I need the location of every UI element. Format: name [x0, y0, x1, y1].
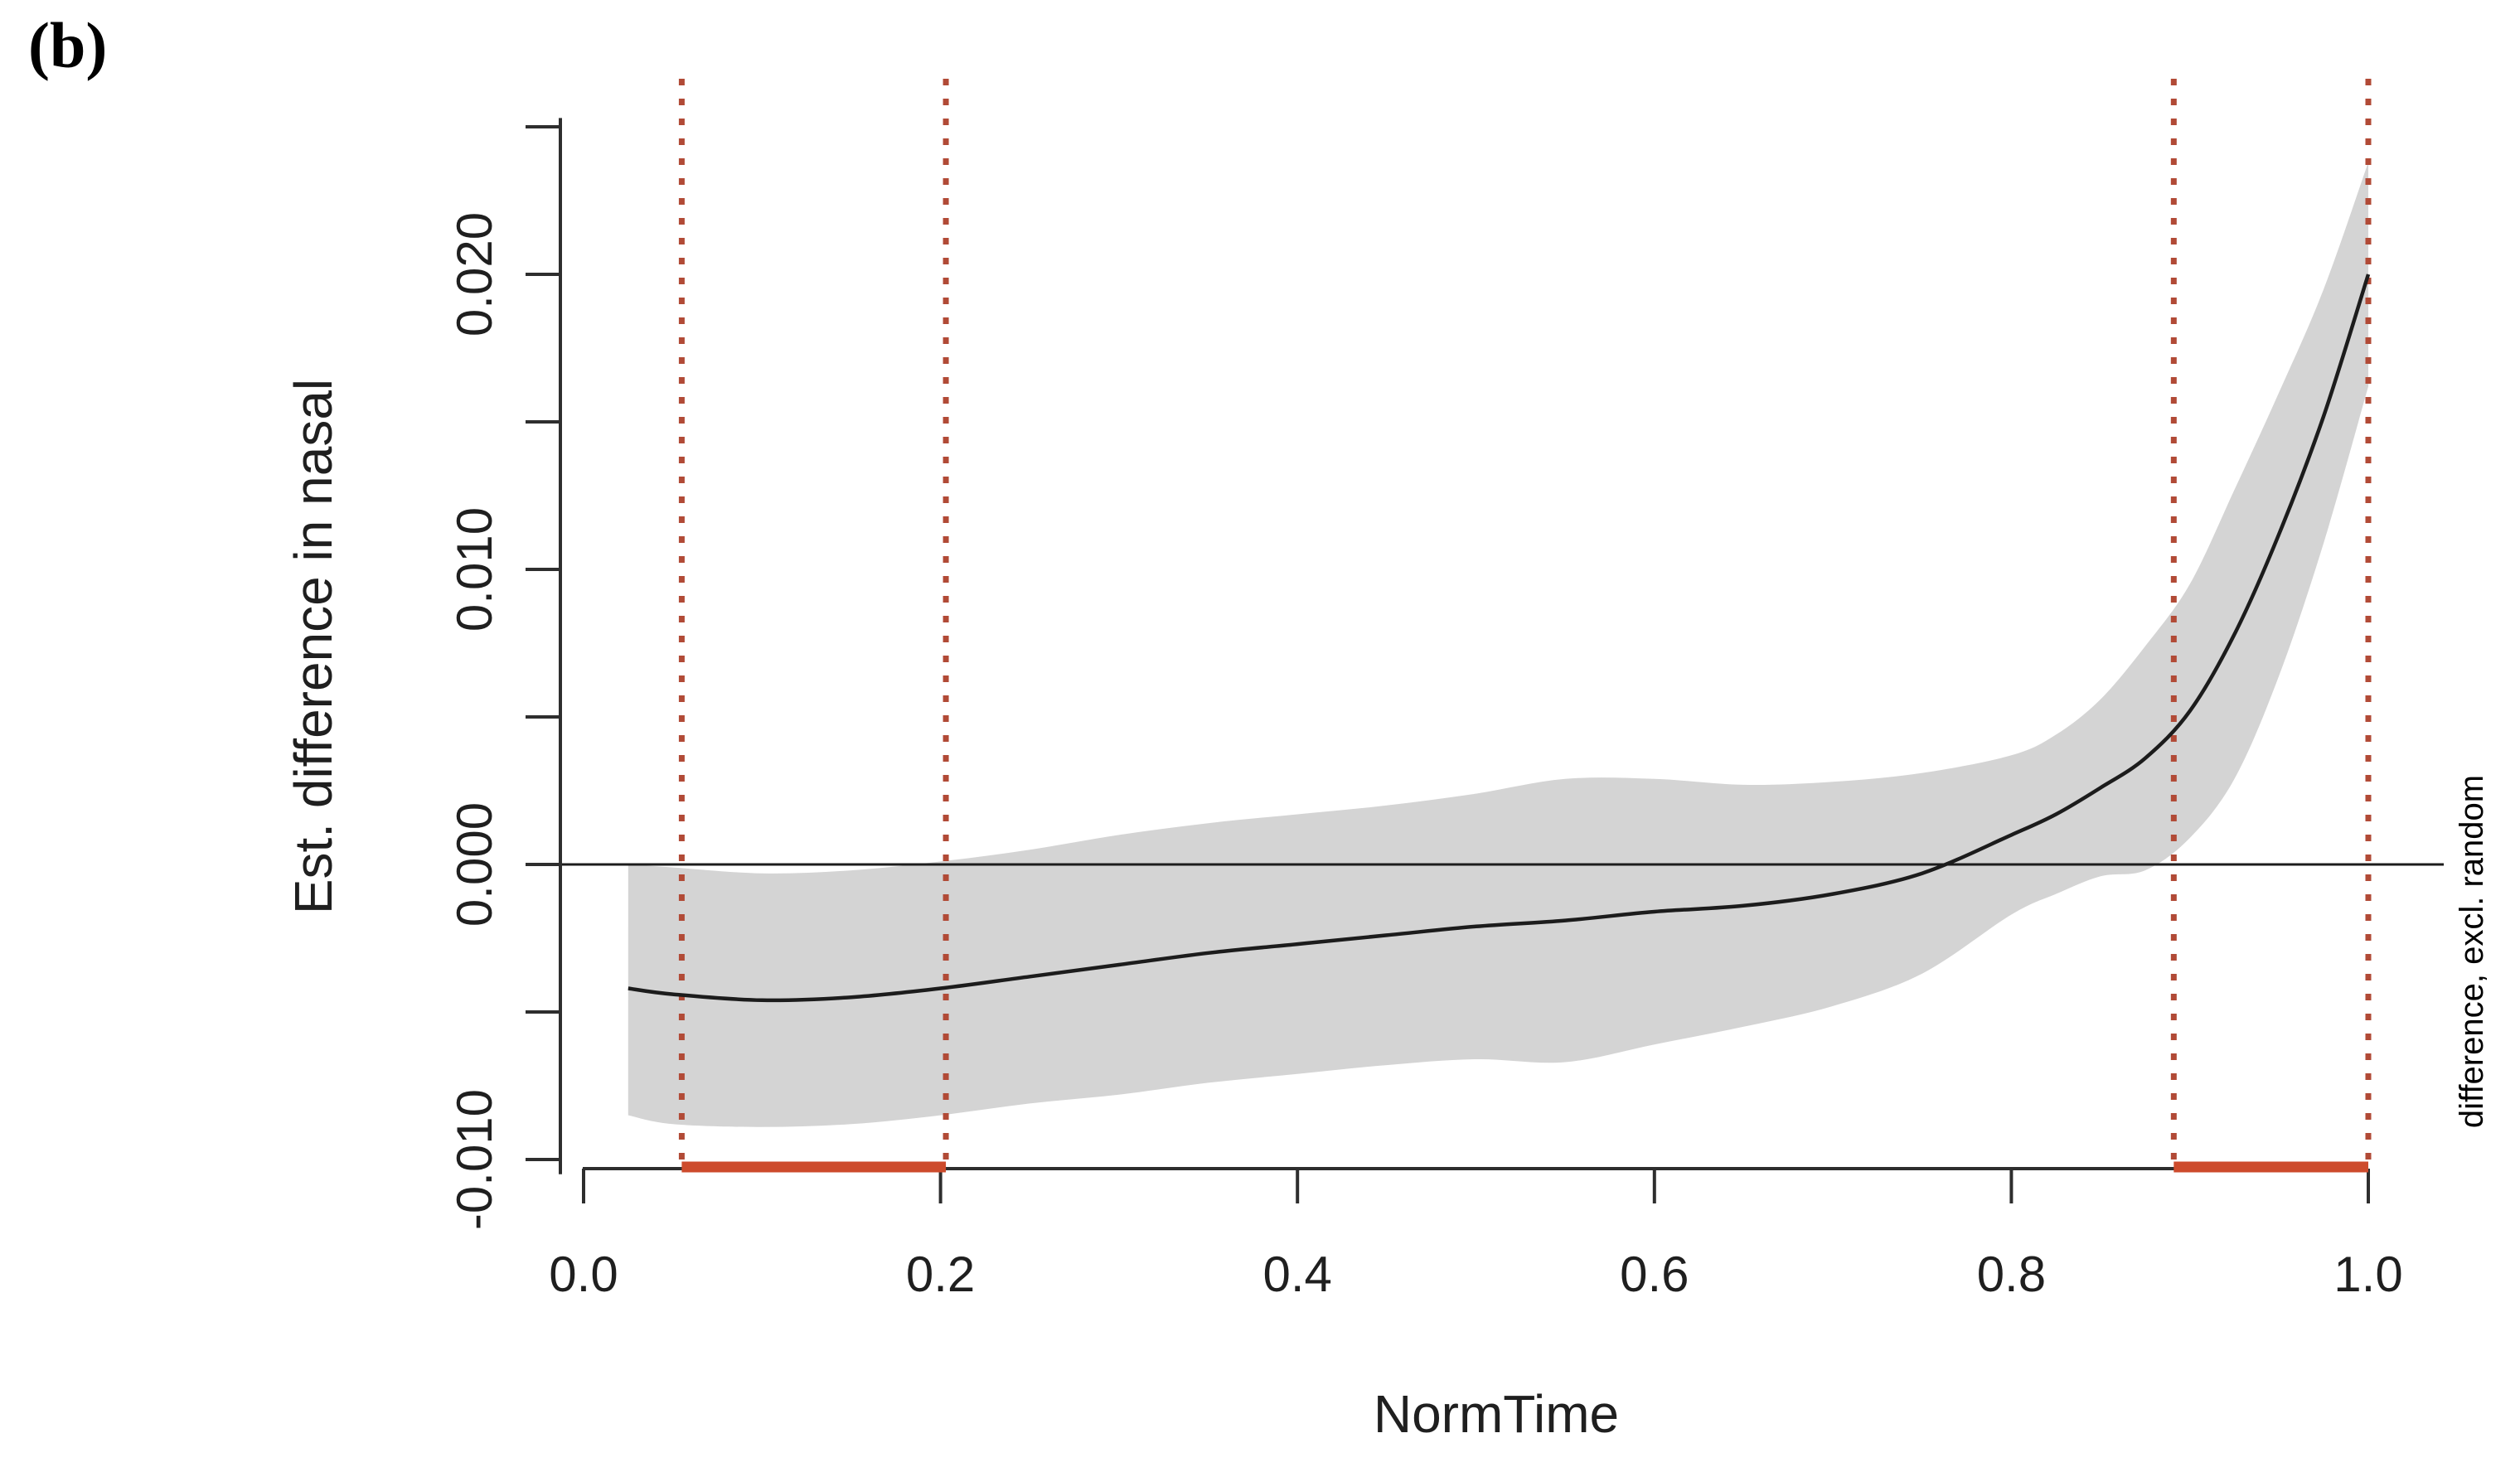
y-axis-title: Est. difference in nasal [284, 379, 343, 914]
x-tick-label: 1.0 [2333, 1247, 2402, 1302]
confidence-band [628, 162, 2368, 1127]
x-tick-label: 0.8 [1977, 1247, 2046, 1302]
axes-layer: -0.010 0.000 0.010 0.020 0.0 0.2 0.4 0.6 0.8 1.0 [447, 118, 2403, 1302]
y-tick-label: 0.000 [447, 802, 502, 927]
x-axis-title: NormTime [1374, 1384, 1619, 1444]
estimate-curve-layer [628, 274, 2371, 1003]
confidence-band-layer [628, 162, 2368, 1127]
y-tick-label: 0.010 [447, 507, 502, 632]
estimate-curve [628, 274, 2371, 1003]
right-side-label: difference, excl. random [2454, 775, 2490, 1128]
x-tick-label: 0.2 [906, 1247, 975, 1302]
x-tick-label: 0.4 [1262, 1247, 1331, 1302]
x-tick-label: 0.0 [549, 1247, 618, 1302]
significance-boundary-layer [678, 79, 2372, 1169]
y-tick-label: 0.020 [447, 212, 502, 336]
x-tick-label: 0.6 [1620, 1247, 1689, 1302]
y-tick-label: -0.010 [447, 1089, 502, 1230]
panel-label: (b) [28, 9, 108, 81]
